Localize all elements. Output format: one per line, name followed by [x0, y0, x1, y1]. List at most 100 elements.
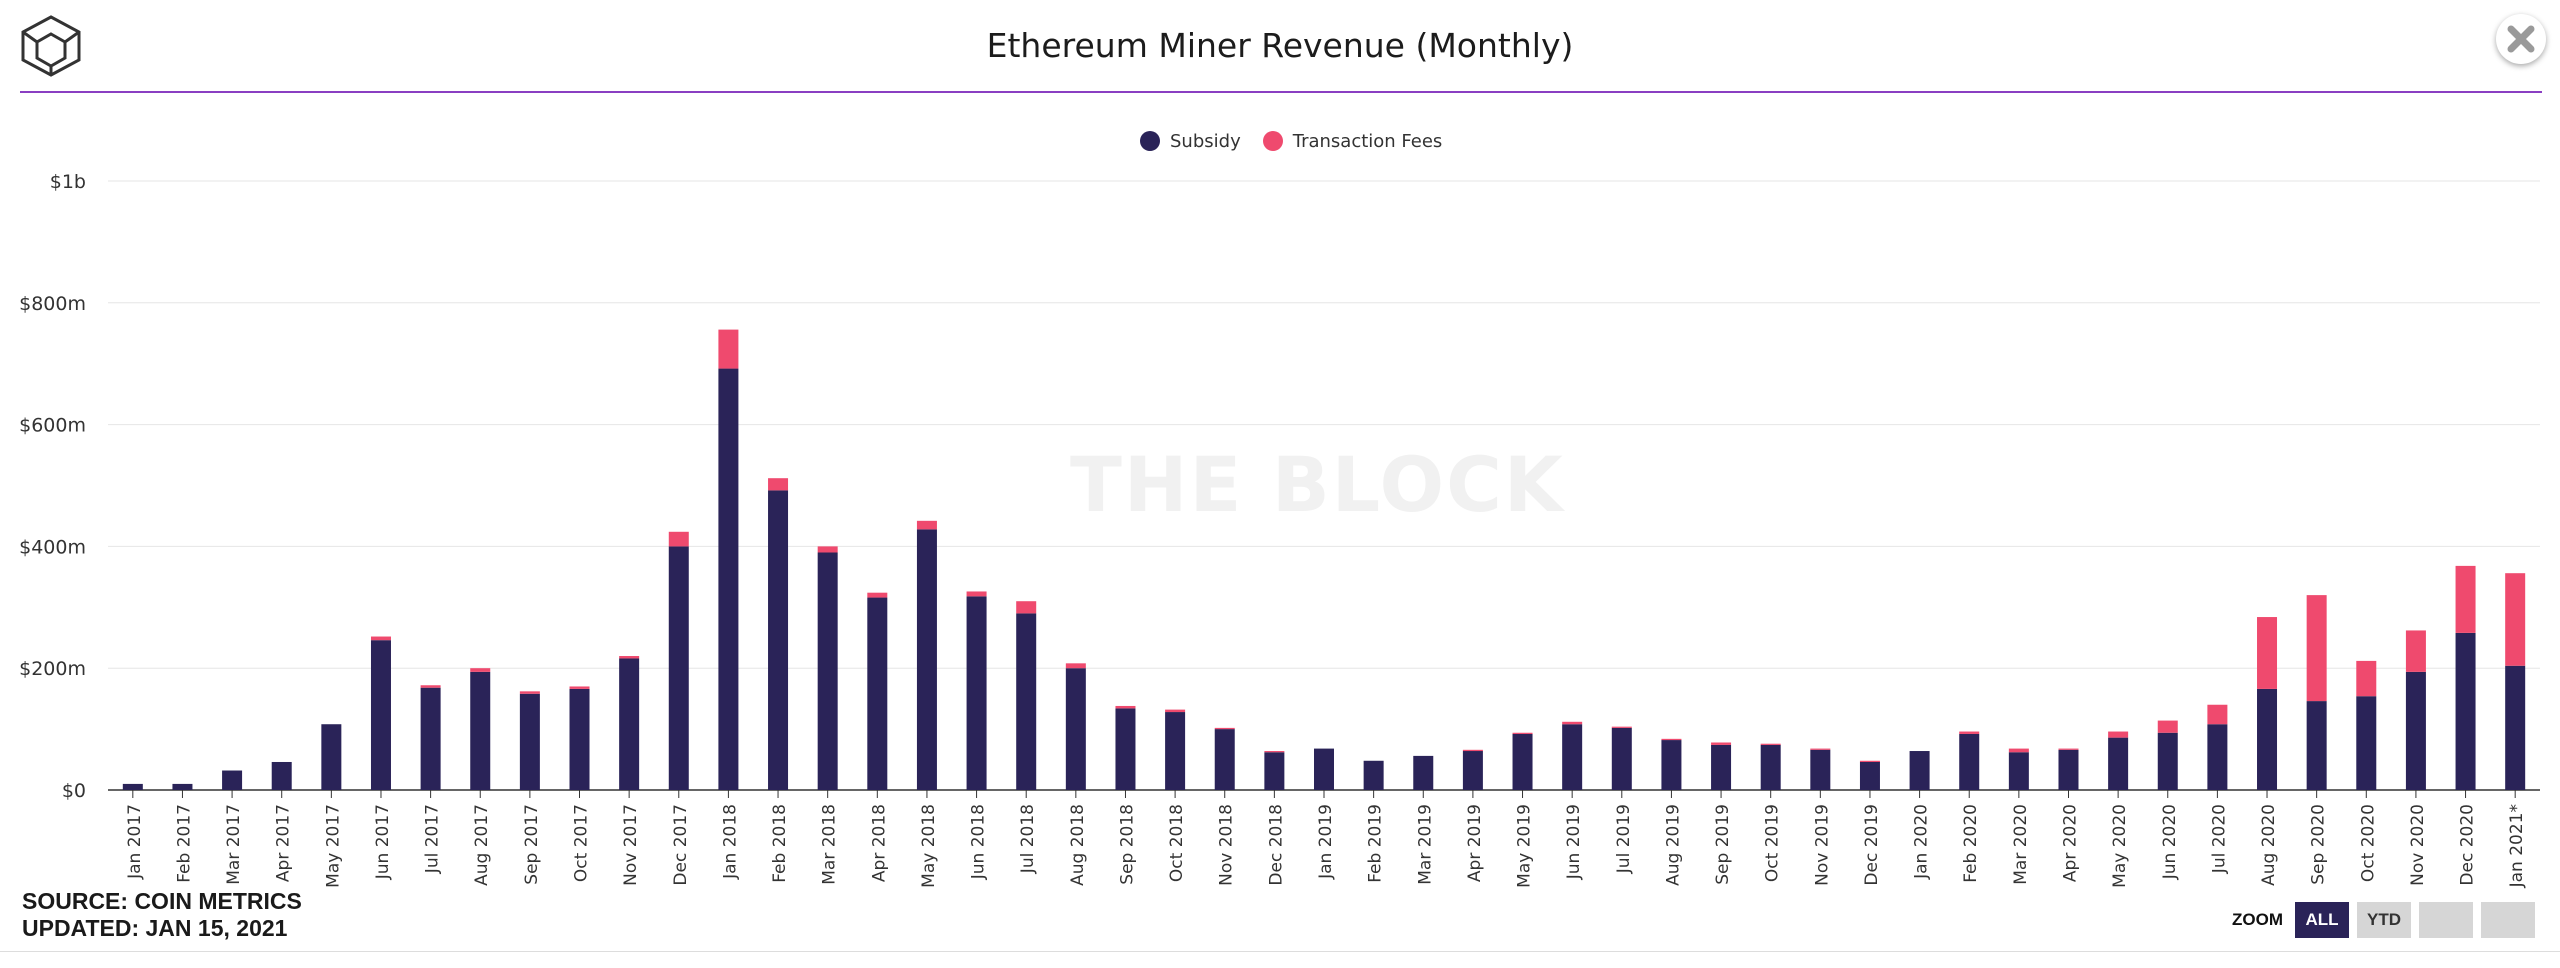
bar-transaction-fees [1016, 601, 1037, 614]
legend-dot-subsidy [1140, 131, 1160, 151]
bar-subsidy [222, 770, 243, 790]
source-note: SOURCE: COIN METRICS UPDATED: JAN 15, 20… [22, 888, 302, 942]
legend-label-transaction-fees: Transaction Fees [1292, 130, 1443, 152]
bar-transaction-fees [668, 531, 689, 547]
watermark: THE BLOCK [1070, 440, 1565, 529]
x-tick-label: Sep 2017 [522, 804, 542, 885]
zoom-ytd-button[interactable]: YTD [2357, 902, 2411, 938]
bar-transaction-fees [619, 656, 640, 659]
x-tick-label: Nov 2020 [2408, 804, 2428, 886]
legend-label-subsidy: Subsidy [1170, 130, 1241, 152]
bar-transaction-fees [2257, 617, 2278, 689]
x-tick-label: Jan 2020 [1912, 804, 1932, 880]
bar-subsidy [1314, 748, 1334, 790]
bar-transaction-fees [2157, 720, 2178, 733]
bar-subsidy [916, 529, 937, 790]
bar-subsidy [370, 640, 391, 790]
close-button[interactable] [2496, 14, 2546, 64]
bar-transaction-fees [1264, 751, 1285, 753]
legend-item-subsidy[interactable]: Subsidy [1140, 131, 1241, 152]
bar-transaction-fees [2306, 595, 2327, 702]
bar-subsidy [1462, 751, 1483, 790]
x-tick-label: Nov 2018 [1217, 804, 1237, 886]
x-tick-label: Dec 2020 [2458, 804, 2478, 886]
bar-subsidy [619, 658, 640, 790]
bar-subsidy [1413, 755, 1434, 790]
bar-transaction-fees [2207, 704, 2228, 725]
x-tick-label: Feb 2020 [1961, 804, 1981, 883]
y-tick-label: $800m [19, 293, 86, 315]
x-tick-label: May 2020 [2110, 804, 2130, 888]
legend-dot-transaction-fees [1262, 131, 1283, 151]
x-tick-label: Jun 2018 [969, 804, 989, 880]
close-icon [2507, 25, 2535, 53]
x-tick-label: Dec 2019 [1862, 804, 1882, 886]
bar-transaction-fees [2356, 660, 2377, 697]
x-tick-label: Apr 2017 [274, 804, 294, 882]
x-tick-label: Jul 2017 [423, 804, 443, 874]
source-line: SOURCE: COIN METRICS [22, 888, 302, 914]
bar-transaction-fees [569, 686, 590, 689]
cube-logo-icon [21, 15, 81, 77]
chart-title: Ethereum Miner Revenue (Monthly) [986, 26, 1574, 65]
bar-transaction-fees [966, 591, 987, 597]
x-tick-label: Jun 2020 [2160, 804, 2180, 880]
bar-transaction-fees [1462, 749, 1483, 752]
x-tick-label: Aug 2017 [472, 804, 492, 886]
zoom-label: ZOOM [2232, 910, 2283, 929]
bar-transaction-fees [1115, 705, 1136, 709]
legend-item-transaction-fees[interactable]: Transaction Fees [1262, 130, 1443, 152]
bar-subsidy [1810, 749, 1831, 790]
x-tick-label: Jun 2017 [373, 804, 393, 880]
x-tick-label: Apr 2020 [2060, 804, 2080, 882]
bar-transaction-fees [370, 636, 391, 641]
bar-transaction-fees [1065, 663, 1086, 669]
bar-subsidy [1959, 733, 1980, 790]
bar-transaction-fees [519, 691, 540, 694]
zoom-option-3-button[interactable] [2419, 902, 2473, 938]
x-tick-label: Oct 2019 [1763, 804, 1783, 882]
bar-subsidy [1661, 740, 1682, 790]
bar-transaction-fees [1165, 709, 1186, 713]
zoom-all-button[interactable]: ALL [2295, 902, 2349, 938]
bar-subsidy [1016, 613, 1037, 790]
bar-subsidy [321, 724, 342, 790]
bar-subsidy [2058, 749, 2079, 790]
x-tick-label: May 2018 [919, 804, 939, 888]
bar-transaction-fees [1562, 721, 1583, 725]
bar-transaction-fees [817, 546, 838, 553]
bar-transaction-fees [1959, 731, 1980, 734]
chart-legend: Subsidy Transaction Fees [1140, 126, 1464, 156]
bar-subsidy [1611, 727, 1632, 790]
x-tick-label: Jun 2019 [1564, 804, 1584, 880]
bar-subsidy [1859, 761, 1880, 790]
x-tick-label: Nov 2017 [621, 804, 641, 886]
zoom-option-4-button[interactable] [2481, 902, 2535, 938]
x-tick-label: Jan 2017 [125, 804, 145, 880]
x-tick-label: Apr 2019 [1465, 804, 1485, 882]
bar-transaction-fees [2008, 748, 2029, 753]
bar-transaction-fees [1214, 727, 1235, 730]
bar-subsidy [2455, 632, 2476, 790]
title-divider [20, 91, 2542, 93]
bar-subsidy [718, 368, 739, 790]
bar-subsidy [122, 783, 143, 790]
x-tick-label: Apr 2018 [869, 804, 889, 882]
x-tick-label: Oct 2018 [1167, 804, 1187, 882]
bar-transaction-fees [2058, 748, 2079, 750]
bar-subsidy [2108, 737, 2129, 790]
bar-subsidy [271, 761, 292, 790]
x-tick-label: Mar 2017 [224, 804, 244, 885]
x-tick-label: Jan 2021* [2507, 804, 2527, 888]
x-tick-label: Nov 2019 [1812, 804, 1832, 886]
bar-subsidy [1711, 744, 1732, 790]
bar-transaction-fees [768, 478, 789, 491]
bar-subsidy [1512, 733, 1533, 790]
bar-subsidy [1214, 729, 1235, 790]
bar-subsidy [2207, 724, 2228, 790]
zoom-controls: ZOOM ALL YTD [2232, 902, 2543, 938]
bar-transaction-fees [2108, 731, 2129, 738]
bar-subsidy [172, 783, 193, 790]
x-tick-label: May 2019 [1515, 804, 1535, 888]
